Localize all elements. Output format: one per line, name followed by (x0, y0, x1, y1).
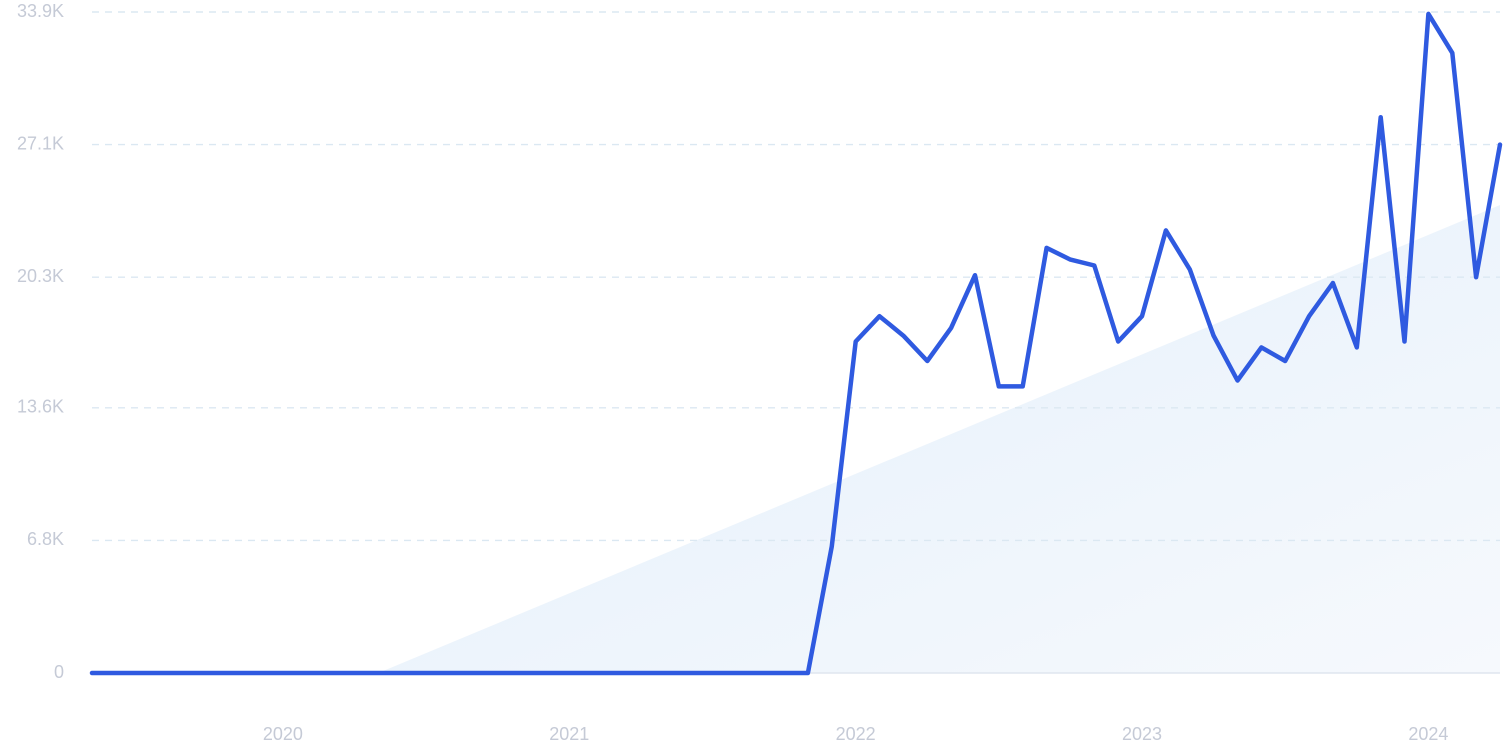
x-tick-label: 2020 (263, 724, 303, 744)
y-tick-label: 6.8K (27, 529, 64, 549)
y-tick-label: 20.3K (17, 266, 64, 286)
trend-area-layer (378, 205, 1500, 673)
y-tick-label: 13.6K (17, 397, 64, 417)
y-axis: 0 6.8K 13.6K 20.3K 27.1K 33.9K (17, 1, 64, 682)
x-tick-label: 2022 (836, 724, 876, 744)
trend-area (378, 205, 1500, 673)
y-tick-label: 27.1K (17, 133, 64, 153)
y-tick-label: 33.9K (17, 1, 64, 21)
x-tick-label: 2023 (1122, 724, 1162, 744)
x-tick-label: 2024 (1408, 724, 1448, 744)
series-line (89, 11, 1503, 676)
x-tick-label: 2021 (549, 724, 589, 744)
y-tick-label: 0 (54, 662, 64, 682)
x-axis: 2020 2021 2022 2023 2024 (263, 724, 1449, 744)
series-layer (89, 11, 1503, 676)
gridlines (92, 11, 1500, 674)
